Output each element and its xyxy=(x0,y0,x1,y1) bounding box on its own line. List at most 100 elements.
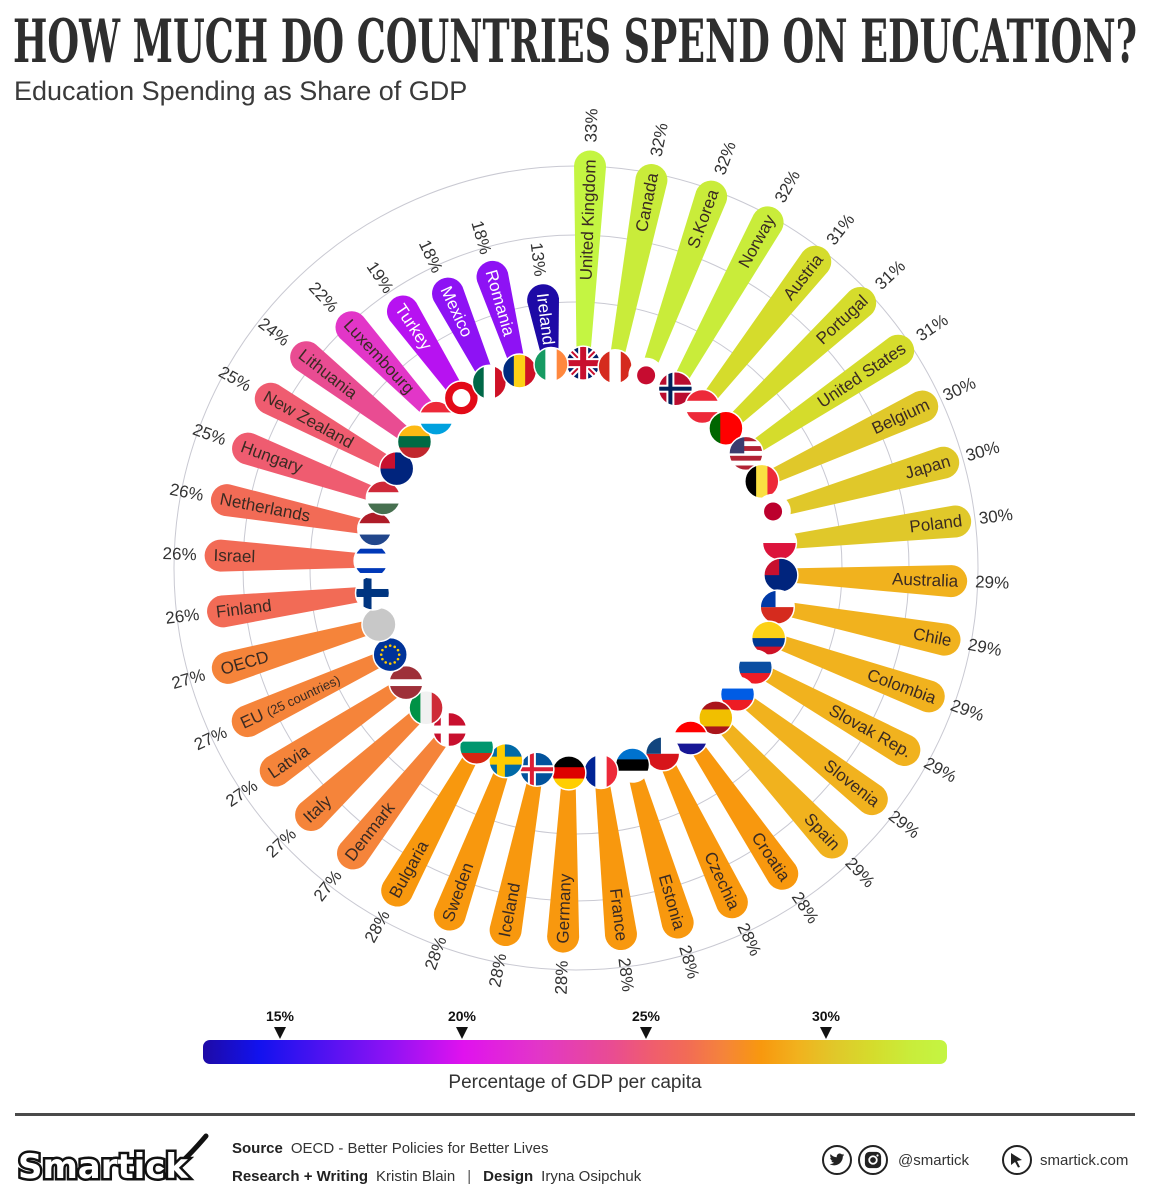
legend-label: Percentage of GDP per capita xyxy=(448,1072,702,1093)
bar xyxy=(335,311,448,430)
bar xyxy=(637,180,728,387)
value-label: 31% xyxy=(823,210,859,249)
flag-icon xyxy=(519,752,554,787)
legend-tick-20: 20% xyxy=(437,1008,487,1039)
value-label: 13% xyxy=(527,241,550,277)
bar xyxy=(593,760,637,951)
flag-border xyxy=(443,380,480,416)
bar xyxy=(204,539,382,572)
page-subtitle: Education Spending as Share of GDP xyxy=(14,76,468,106)
flag-border xyxy=(657,370,694,407)
flag-border xyxy=(698,700,734,736)
value-label: 31% xyxy=(913,310,952,345)
flag-border xyxy=(488,742,524,779)
color-scale-legend xyxy=(203,1040,947,1064)
flag-border xyxy=(533,346,569,383)
value-label: 26% xyxy=(168,480,205,505)
bar xyxy=(290,341,427,453)
value-label: 26% xyxy=(164,605,200,628)
flag-icon xyxy=(354,543,389,578)
bar xyxy=(337,717,461,870)
source-value: OECD - Better Policies for Better Lives xyxy=(290,1140,549,1157)
legend-tick-15: 15% xyxy=(255,1008,305,1039)
radial-bar-chart: United Kingdom33%Canada32%S.Korea32%Norw… xyxy=(162,108,1014,995)
bar-label: Israel xyxy=(213,546,255,566)
bar xyxy=(295,696,438,832)
bar xyxy=(232,432,395,507)
legend-tick-label: 20% xyxy=(447,1008,477,1024)
flag-icon xyxy=(355,575,390,610)
flag-icon xyxy=(502,353,537,388)
flag-border xyxy=(719,676,756,712)
value-label: 28% xyxy=(361,907,394,946)
value-label: 28% xyxy=(788,888,823,927)
twitter-icon[interactable] xyxy=(822,1145,852,1175)
value-label: 30% xyxy=(978,505,1014,528)
value-label: 18% xyxy=(467,219,495,257)
value-label: 31% xyxy=(871,256,909,293)
value-label: 27% xyxy=(310,866,346,905)
bar xyxy=(757,629,945,713)
triangle-down-icon xyxy=(456,1027,468,1039)
flag-icon xyxy=(361,607,396,642)
flag-icon xyxy=(534,347,569,382)
bar xyxy=(607,164,668,378)
value-label: 29% xyxy=(975,572,1010,592)
value-label: 28% xyxy=(614,957,637,993)
social-handle[interactable]: @smartick xyxy=(898,1152,970,1169)
bar-group: Israel 26% xyxy=(162,539,382,572)
legend-tick-label: 25% xyxy=(631,1008,661,1024)
value-label: 29% xyxy=(966,635,1003,660)
source-label: Source xyxy=(232,1140,283,1157)
flag-border xyxy=(432,711,468,748)
value-label: 29% xyxy=(841,854,878,892)
flag-icon xyxy=(389,665,424,700)
design-value: Iryna Osipchuk xyxy=(541,1168,642,1185)
bar xyxy=(704,706,849,859)
value-label: 28% xyxy=(675,943,703,981)
flags xyxy=(353,345,799,791)
value-label: 30% xyxy=(964,438,1002,466)
smartick-logo[interactable]: Smartick xyxy=(14,1132,214,1192)
bar-label: Australia xyxy=(892,570,959,591)
value-label: 32% xyxy=(647,121,672,158)
bar xyxy=(207,585,384,628)
flag-border xyxy=(708,410,744,446)
flag-icon xyxy=(744,464,779,499)
research-value: Kristin Blain xyxy=(376,1168,456,1185)
bar xyxy=(750,390,939,492)
flag-icon xyxy=(629,358,664,393)
flag-border xyxy=(458,729,495,766)
flag-border xyxy=(388,664,424,701)
flag-icon xyxy=(551,755,586,790)
value-label: 22% xyxy=(305,278,342,316)
cursor-icon[interactable] xyxy=(1002,1145,1032,1175)
flag-border xyxy=(378,450,415,487)
flag-border xyxy=(737,649,774,686)
website-link[interactable]: smartick.com xyxy=(1040,1152,1129,1169)
flag-icon xyxy=(763,558,798,593)
bar xyxy=(432,277,500,394)
value-label: 30% xyxy=(940,373,979,405)
value-label: 19% xyxy=(363,258,398,297)
svg-text:Smartick: Smartick xyxy=(18,1147,189,1187)
bar xyxy=(623,753,694,939)
value-label: 33% xyxy=(581,108,601,143)
bars: United Kingdom33%Canada32%S.Korea32%Norw… xyxy=(162,108,1014,995)
value-label: 28% xyxy=(421,934,450,972)
instagram-icon[interactable] xyxy=(858,1145,888,1175)
bar-label: Germany xyxy=(553,873,574,944)
flag-icon xyxy=(673,720,708,755)
flag-icon xyxy=(751,621,786,656)
bar xyxy=(691,245,832,419)
source-credit: Source OECD - Better Policies for Better … xyxy=(232,1140,548,1157)
bar xyxy=(770,565,968,598)
triangle-down-icon xyxy=(274,1027,286,1039)
flag-icon xyxy=(760,590,795,625)
bar xyxy=(766,599,961,656)
flag-icon xyxy=(366,480,401,515)
